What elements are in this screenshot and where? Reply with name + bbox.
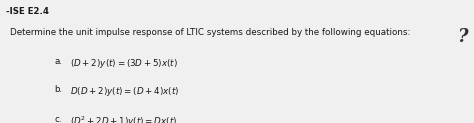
Text: b.: b.	[55, 85, 63, 94]
Text: c.: c.	[55, 115, 62, 123]
Text: $(D^2 + 2D + 1)y(t) = Dx(t)$: $(D^2 + 2D + 1)y(t) = Dx(t)$	[70, 115, 178, 123]
Text: ?: ?	[457, 28, 468, 46]
Text: -ISE E2.4: -ISE E2.4	[6, 7, 49, 16]
Text: Determine the unit impulse response of LTIC systems described by the following e: Determine the unit impulse response of L…	[10, 28, 411, 37]
Text: $D(D + 2)y(t) = (D + 4)x(t)$: $D(D + 2)y(t) = (D + 4)x(t)$	[70, 85, 180, 98]
Text: a.: a.	[55, 57, 63, 66]
Text: $(D + 2)y(t) = (3D + 5)x(t)$: $(D + 2)y(t) = (3D + 5)x(t)$	[70, 57, 178, 70]
